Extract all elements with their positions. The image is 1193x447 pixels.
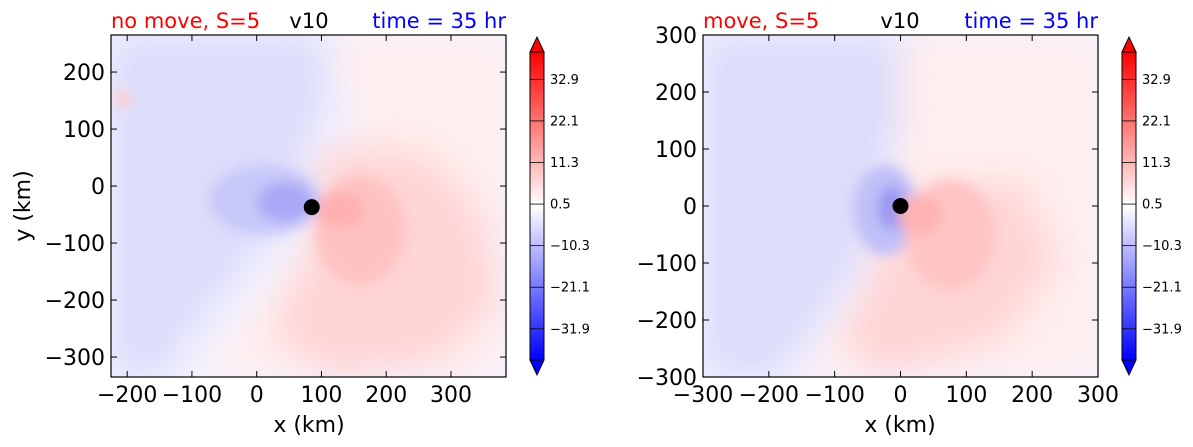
panel-2-x-tick-label: 100 <box>945 383 987 408</box>
panel-1-y-tick-label: −300 <box>45 346 105 371</box>
panel-1-y-label: y (km) <box>11 170 36 241</box>
panel-2-colorbar-extend-top <box>1121 35 1137 53</box>
panel-1-x-tick-label: −200 <box>97 383 157 408</box>
panel-2-colorbar-body <box>1121 51 1137 361</box>
panel-1-title-center: v10 <box>289 9 328 33</box>
panel-1-x-tick-label: 0 <box>250 383 264 408</box>
panel-2-storm-center-dot <box>892 198 909 214</box>
panel-1-title-right: time = 35 hr <box>372 9 506 33</box>
panel-1-y-ticks: −300 −200 −100 0 100 200 <box>45 61 506 371</box>
panel-2-y-tick-label: 200 <box>655 81 697 106</box>
panel-1-storm-center-dot <box>303 199 320 216</box>
panel-2-y-tick-label: −100 <box>637 252 697 277</box>
panel-2-colorbar: 32.9 22.1 11.3 0.5 −10.3 −21.1 −31.9 <box>1121 35 1182 377</box>
panel-1-y-tick-label: −200 <box>45 289 105 314</box>
panel-2-y-ticks: −300 −200 −100 0 100 200 300 <box>637 24 1098 391</box>
panel-2-y-tick-label: −200 <box>637 309 697 334</box>
panel-1-colorbar-tick-label: −10.3 <box>550 239 590 254</box>
panel-2-y-tick-label: 0 <box>683 195 697 220</box>
panel-1-colorbar: 32.9 22.1 11.3 0.5 −10.3 −21.1 −31.9 <box>529 35 590 377</box>
panel-2-y-tick-label: 100 <box>655 138 697 163</box>
panel-2-x-tick-label: −100 <box>804 383 864 408</box>
panel-2-colorbar-tick-label: −10.3 <box>1142 239 1182 254</box>
panel-1-x-tick-label: −100 <box>162 383 222 408</box>
panel-2-x-tick-label: −300 <box>673 383 733 408</box>
panel-2-colorbar-tick-label: 32.9 <box>1142 73 1171 88</box>
panel-2-colorbar-extend-bottom <box>1121 359 1137 377</box>
panel-2-x-tick-label: 0 <box>894 383 908 408</box>
panel-2-title-center: v10 <box>880 9 919 33</box>
panel-1-y-tick-label: 0 <box>91 175 105 200</box>
panel-1-colorbar-ticks: 32.9 22.1 11.3 0.5 −10.3 −21.1 −31.9 <box>530 73 590 337</box>
panel-1-colorbar-tick-label: 11.3 <box>550 156 579 171</box>
panel-1-title-left: no move, S=5 <box>111 9 260 33</box>
panel-1-y-tick-label: −100 <box>45 232 105 257</box>
panel-2-y-tick-label: 300 <box>655 24 697 49</box>
panel-2-x-tick-label: 300 <box>1077 383 1119 408</box>
panel-1-frame <box>110 34 507 378</box>
panel-2-colorbar-tick-label: 11.3 <box>1142 156 1171 171</box>
panel-1-y-tick-label: 200 <box>63 61 105 86</box>
panel-1-x-tick-label: 100 <box>300 383 342 408</box>
panel-2-title-left: move, S=5 <box>703 9 819 33</box>
panel-1-x-tick-label: 300 <box>430 383 472 408</box>
panel-1-colorbar-tick-label: 0.5 <box>550 198 571 213</box>
panel-2-colorbar-tick-label: 0.5 <box>1142 198 1163 213</box>
panel-1-colorbar-tick-label: 22.1 <box>550 114 579 129</box>
panel-1-colorbar-body <box>529 51 545 361</box>
panel-2-y-tick-label: −300 <box>637 366 697 391</box>
panel-1-colorbar-tick-label: 32.9 <box>550 73 579 88</box>
panel-1-y-tick-label: 100 <box>63 118 105 143</box>
panel-2-colorbar-ticks: 32.9 22.1 11.3 0.5 −10.3 −21.1 −31.9 <box>1122 73 1182 337</box>
panel-2-x-tick-label: −200 <box>739 383 799 408</box>
panel-2-colorbar-tick-label: −21.1 <box>1142 281 1182 296</box>
panel-2-title-right: time = 35 hr <box>964 9 1098 33</box>
panel-1-x-label: x (km) <box>273 413 344 438</box>
panel-2-x-ticks: −300 −200 −100 0 100 200 300 <box>673 35 1119 408</box>
panel-2-x-tick-label: 200 <box>1011 383 1053 408</box>
panel-1-x-ticks: −200 −100 0 100 200 300 <box>97 35 472 408</box>
panel-1-field <box>111 35 506 377</box>
panel-1-x-tick-label: 200 <box>365 383 407 408</box>
panel-2-center-marker <box>892 198 909 214</box>
panel-2: −300 −200 −100 0 100 200 300 −300−200−10001002… <box>637 9 1182 438</box>
panel-1-colorbar-tick-label: −21.1 <box>550 281 590 296</box>
panel-1-colorbar-extend-top <box>529 35 545 53</box>
panel-2-colorbar-tick-label: 22.1 <box>1142 114 1171 129</box>
panel-1-colorbar-extend-bottom <box>529 359 545 377</box>
panel-2-colorbar-tick-label: −31.9 <box>1142 322 1182 337</box>
panel-2-x-label: x (km) <box>864 413 935 438</box>
panel-1-center-marker <box>303 199 320 216</box>
panel-1-colorbar-tick-label: −31.9 <box>550 322 590 337</box>
